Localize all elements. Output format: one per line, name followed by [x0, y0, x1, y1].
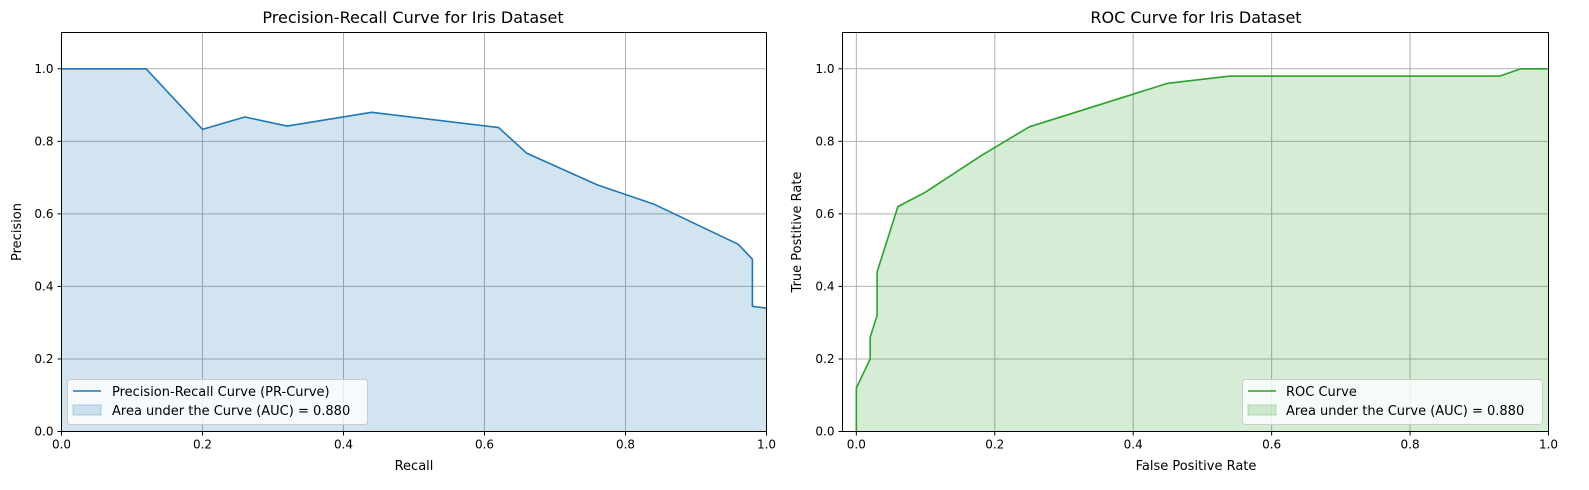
roc-y-tick-label: 0.2: [815, 352, 834, 366]
pr-y-tick-label: 0.2: [34, 352, 53, 366]
roc-x-tick-label: 0.4: [1124, 438, 1143, 452]
pr-legend-area-label: Area under the Curve (AUC) = 0.880: [112, 404, 350, 419]
pr-x-tick-label: 0.8: [616, 438, 635, 452]
roc-curve-line: [855, 67, 1549, 432]
pr-y-tick-label: 1.0: [34, 62, 53, 76]
pr-x-tick-label: 1.0: [757, 438, 776, 452]
pr-ticks: 0.0 0.2 0.4 0.6 0.8 1.0 0.0 0.2 0.4 0.6 0.8 1.0: [34, 62, 776, 452]
pr-chart: Precision-Recall Curve for Iris Dataset …: [10, 8, 776, 474]
roc-legend: ROC Curve Area under the Curve (AUC) = 0…: [1242, 379, 1543, 425]
roc-chart: ROC Curve for Iris Dataset 0.0 0.2 0.4 0.6 0…: [790, 8, 1558, 474]
pr-legend: Precision-Recall Curve (PR-Curve) Area u…: [67, 379, 368, 425]
pr-y-tick-label: 0.8: [34, 134, 53, 148]
pr-y-tick-label: 0.0: [34, 425, 53, 439]
roc-legend-box: [1242, 379, 1543, 425]
pr-x-axis-label: Recall: [395, 459, 434, 474]
pr-x-tick-label: 0.4: [334, 438, 353, 452]
roc-x-tick-label: 0.2: [985, 438, 1004, 452]
roc-y-axis-label: True Postitive Rate: [790, 172, 805, 294]
pr-plot-frame: [61, 32, 767, 432]
roc-y-tick-label: 0.4: [815, 279, 834, 293]
pr-legend-box: [67, 379, 368, 425]
roc-x-tick-label: 0.8: [1401, 438, 1420, 452]
roc-chart-title: ROC Curve for Iris Dataset: [1090, 8, 1301, 27]
pr-y-tick-label: 0.6: [34, 207, 53, 221]
roc-legend-line-label: ROC Curve: [1286, 385, 1357, 400]
roc-y-tick-label: 0.8: [815, 134, 834, 148]
roc-area: [855, 67, 1549, 432]
roc-plot-frame: [842, 32, 1549, 432]
pr-y-tick-label: 0.4: [34, 279, 53, 293]
roc-auc-area: [856, 68, 1549, 432]
pr-y-axis-label: Precision: [10, 203, 25, 261]
pr-x-tick-label: 0.0: [52, 438, 71, 452]
roc-legend-area-swatch: [1247, 404, 1277, 416]
pr-legend-area-swatch: [72, 404, 102, 416]
roc-x-tick-label: 0.6: [1262, 438, 1281, 452]
roc-ticks: 0.0 0.2 0.4 0.6 0.8 1.0 0.0 0.2 0.4 0.6 0.8 1.0: [815, 62, 1558, 452]
roc-y-tick-label: 1.0: [815, 62, 834, 76]
roc-x-axis-label: False Positive Rate: [1136, 459, 1257, 474]
pr-x-tick-label: 0.2: [193, 438, 212, 452]
pr-legend-line-label: Precision-Recall Curve (PR-Curve): [112, 385, 330, 400]
pr-auc-area: [61, 68, 767, 432]
pr-area: [61, 67, 767, 432]
pr-x-tick-label: 0.6: [475, 438, 494, 452]
roc-y-tick-label: 0.6: [815, 207, 834, 221]
pr-curve-line: [61, 67, 767, 309]
roc-y-tick-label: 0.0: [815, 425, 834, 439]
roc-x-tick-label: 1.0: [1539, 438, 1558, 452]
roc-x-tick-label: 0.0: [847, 438, 866, 452]
roc-legend-area-label: Area under the Curve (AUC) = 0.880: [1286, 404, 1524, 419]
pr-chart-title: Precision-Recall Curve for Iris Dataset: [262, 8, 563, 27]
